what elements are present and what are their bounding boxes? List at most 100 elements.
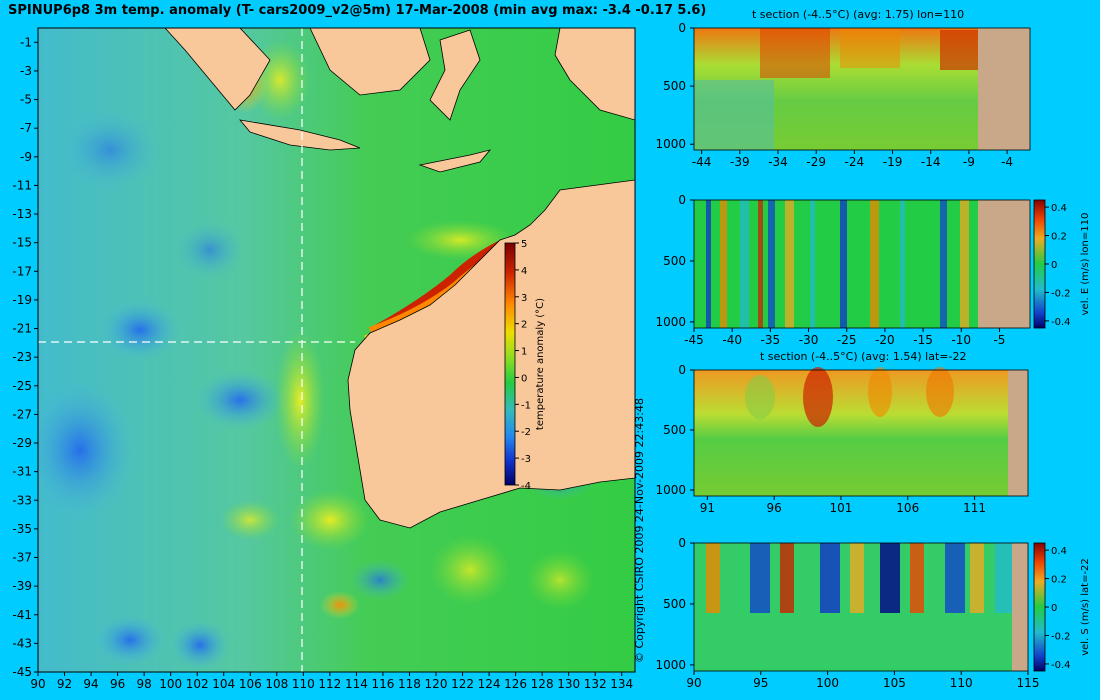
map-x-tick-label: 126 [504,677,527,691]
map-x-tick-label: 124 [478,677,501,691]
vel-s-band [910,543,924,613]
timor-land [418,149,492,173]
section-x-tick-label: 100 [816,676,839,690]
vel-s-band [995,543,1015,613]
t-section-lat-land [1008,370,1028,496]
borneo-land [309,28,431,96]
section-y-tick-label: 500 [663,254,686,268]
section-x-tick-label: 111 [963,501,986,515]
section-colorbar-tick-label: -0.4 [1051,660,1071,671]
map-colorbar [504,242,516,486]
map-colorbar-ticks: 5 4 3 2 1 0 -1 -2 -3 -4 [515,239,531,492]
map-y-tick-label: -11 [12,178,32,192]
map-colorbar-tick-label: -3 [521,454,531,465]
map-y-tick-label: -33 [12,493,32,507]
map-x-tick-label: 122 [451,677,474,691]
map-x-tick-label: 100 [159,677,182,691]
vel-e-band [785,200,794,328]
section-y-tick-label: 0 [678,363,686,377]
map-x-tick-label: 134 [610,677,633,691]
map-y-tick-label: -21 [12,322,32,336]
section-colorbar-tick-label: -0.4 [1051,317,1071,328]
map-x-tick-label: 104 [212,677,235,691]
map-x-tick-label: 130 [557,677,580,691]
sumatra-land [164,28,271,111]
map-y-tick-label: -45 [12,665,32,679]
map-colorbar-tick-label: 0 [521,373,527,384]
map-x-tick-label: 114 [345,677,368,691]
map-y-tick-label: -1 [20,35,32,49]
map-y-tick-label: -31 [12,465,32,479]
section-x-tick-label: -5 [993,333,1005,347]
section-x-tick-label: -9 [963,155,975,169]
vel-s-band [820,543,840,613]
section-x-tick-label: -24 [845,155,865,169]
vel-s-colorbar-label: vel. S (m/s) lat=-22 [1080,558,1091,656]
section-x-tick-label: 95 [753,676,768,690]
vel-e-band [960,200,969,328]
section-x-tick-label: 115 [1017,676,1040,690]
vel-s-section-panel: 90 95 100 105 110 115050010000.40.20-0.2-0.4 … [655,536,1091,690]
section-x-tick-label: 90 [686,676,701,690]
section-x-tick-label: -19 [883,155,903,169]
map-y-tick-label: -39 [12,579,32,593]
section-x-tick-label: -30 [799,333,819,347]
map-x-tick-label: 118 [398,677,421,691]
map-y-tick-label: -15 [12,236,32,250]
map-x-tick-label: 94 [83,677,98,691]
vel-e-band [870,200,879,328]
section-x-tick-label: -14 [921,155,941,169]
section-x-tick-label: 91 [700,501,715,515]
section-x-tick-label: -35 [761,333,781,347]
chart-title: SPINUP6p8 3m temp. anomaly (T- cars2009_… [8,3,707,18]
section-y-tick-label: 500 [663,597,686,611]
section-y-tick-label: 500 [663,423,686,437]
map-x-tick-label: 110 [292,677,315,691]
section-x-tick-label: 105 [883,676,906,690]
vel-s-band [780,543,794,613]
section-colorbar-tick-label: -0.2 [1051,288,1071,299]
section-x-tick-label: -10 [951,333,971,347]
section-x-tick-label: -25 [837,333,857,347]
map-colorbar-tick-label: -1 [521,400,531,411]
map-x-tick-label: 106 [239,677,262,691]
vel-s-band [880,543,900,613]
section-x-tick-label: -40 [722,333,742,347]
vel-s-band [750,543,770,613]
map-y-tick-label: -29 [12,436,32,450]
map-y-tick-label: -9 [20,150,32,164]
map-x-tick-label: 96 [110,677,125,691]
papua-land [554,28,635,121]
vel-e-colorbar-label: vel. E (m/s) lon=110 [1080,213,1091,316]
t-section-lon-land [978,28,1030,150]
vel-e-band [758,200,763,328]
map-colorbar-tick-label: -4 [521,481,531,492]
section-y-tick-label: 1000 [655,137,686,151]
map-colorbar-tick-label: 3 [521,293,527,304]
t-section-lat-panel: 91 96 101 106 111 0 500 1000 [655,363,1029,515]
section-x-tick-label: 96 [767,501,782,515]
section-y-tick-label: 0 [678,536,686,550]
vel-e-band [720,200,727,328]
t-section-lat-title: t section (-4..5°C) (avg: 1.54) lat=-22 [760,350,967,363]
map-x-tick-label: 132 [584,677,607,691]
map-y-tick-label: -13 [12,207,32,221]
map-x-tick-label: 90 [30,677,45,691]
section-y-tick-label: 500 [663,79,686,93]
vel-e-band [706,200,711,328]
map-colorbar-label: temperature anomaly (°C) [535,298,546,430]
section-colorbar-tick-label: -0.2 [1051,631,1071,642]
map-x-tick-label: 128 [531,677,554,691]
section-y-tick-label: 1000 [655,483,686,497]
vel-e-band [900,200,905,328]
section-x-tick-label: -44 [692,155,712,169]
map-x-tick-label: 98 [136,677,151,691]
map-x-tick-label: 102 [186,677,209,691]
section-x-tick-label: -29 [806,155,826,169]
section-x-tick-label: -4 [1001,155,1013,169]
map-y-tick-label: -41 [12,608,32,622]
map-y-axis: -1 -3 -5 -7 -9 -11 -13 -15 -17 -19 -21 -23 -25 -27 -29… [12,35,38,679]
map-y-tick-label: -3 [20,64,32,78]
section-x-tick-label: 110 [950,676,973,690]
section-y-tick-label: 0 [678,21,686,35]
